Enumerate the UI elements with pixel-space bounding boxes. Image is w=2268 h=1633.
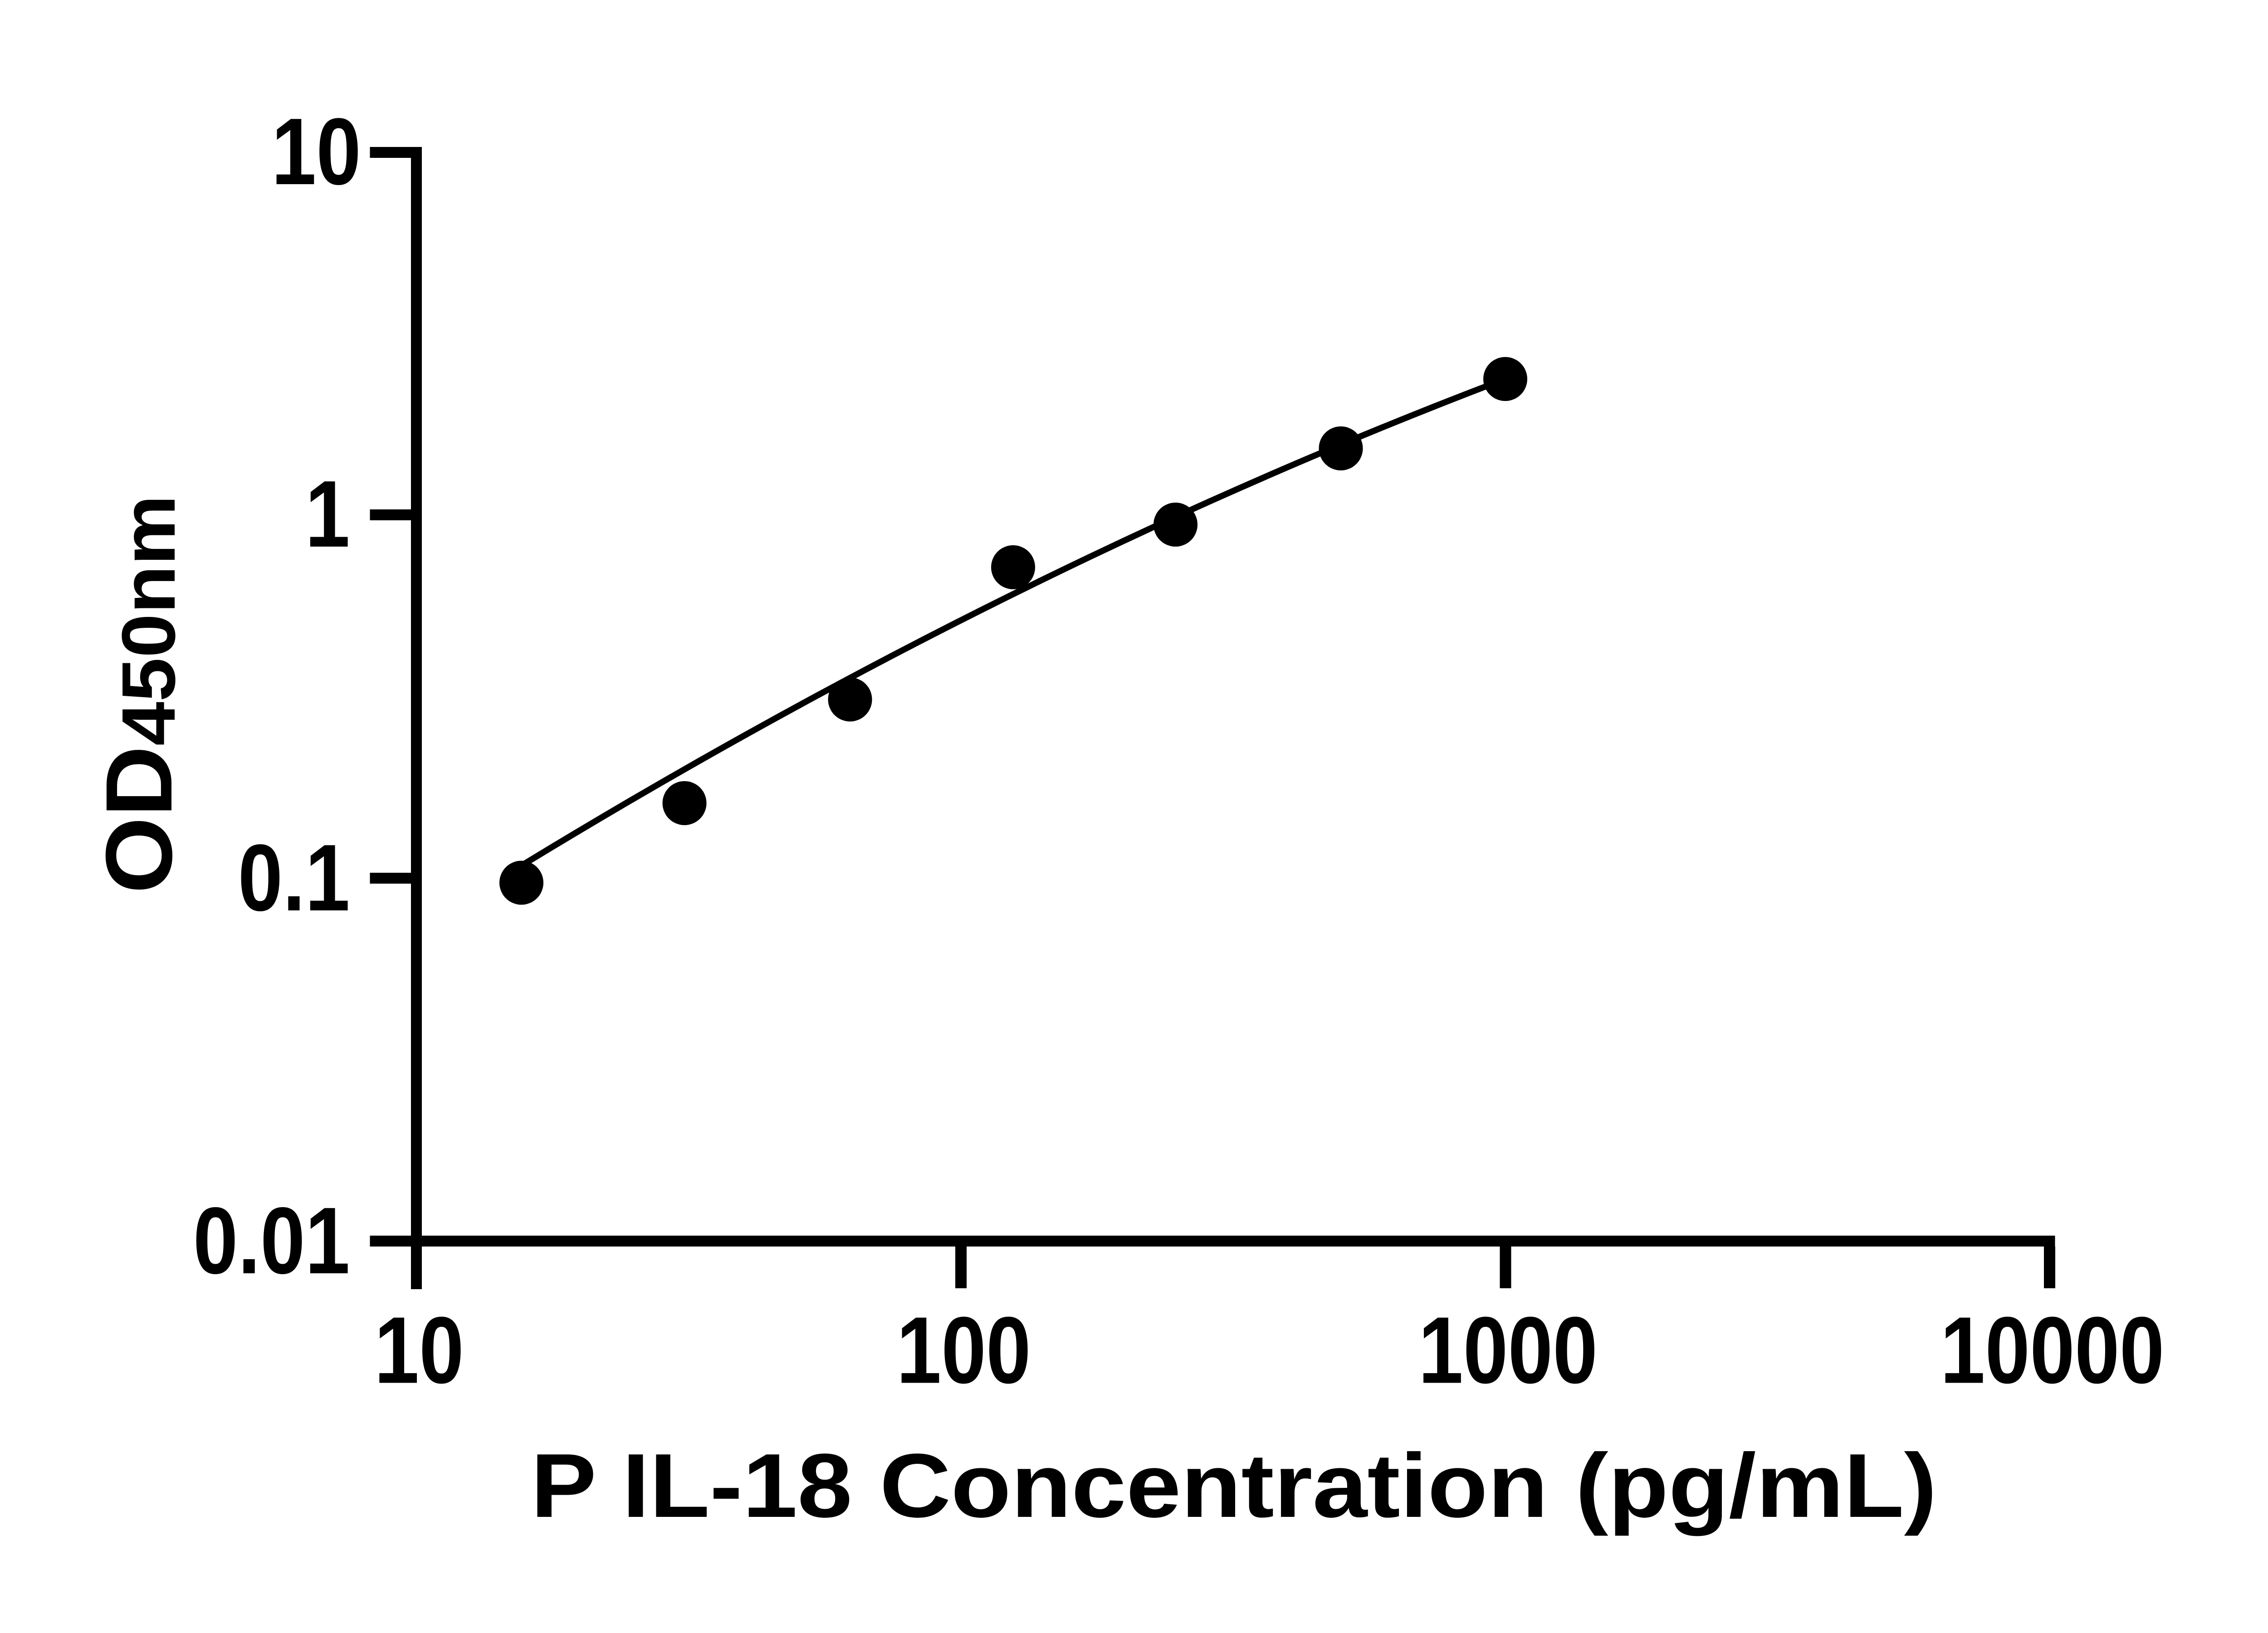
svg-text:P IL-18 Concentration (pg/mL): P IL-18 Concentration (pg/mL) — [531, 1435, 1937, 1536]
svg-text:1: 1 — [305, 461, 350, 567]
svg-text:10: 10 — [271, 98, 361, 205]
svg-text:1000: 1000 — [1418, 1297, 1598, 1403]
svg-text:0.1: 0.1 — [238, 825, 350, 931]
svg-text:100: 100 — [896, 1297, 1031, 1403]
svg-text:OD450nm: OD450nm — [86, 495, 192, 894]
svg-text:0.01: 0.01 — [193, 1188, 350, 1294]
svg-text:10000: 10000 — [1941, 1297, 2165, 1403]
svg-text:10: 10 — [374, 1297, 464, 1403]
